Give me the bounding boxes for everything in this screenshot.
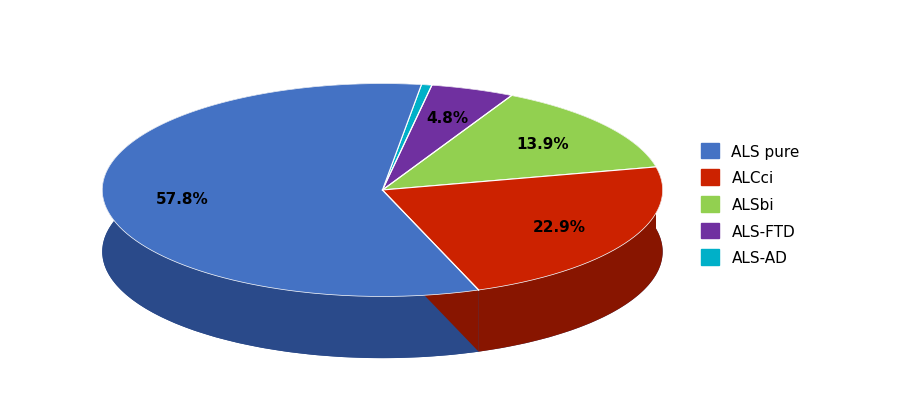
Ellipse shape	[102, 146, 662, 358]
Polygon shape	[383, 86, 432, 252]
Polygon shape	[383, 168, 662, 290]
Polygon shape	[383, 168, 656, 252]
Text: 13.9%: 13.9%	[516, 137, 568, 151]
Polygon shape	[383, 85, 432, 191]
Polygon shape	[383, 191, 479, 352]
Polygon shape	[432, 86, 511, 158]
Polygon shape	[383, 85, 422, 252]
Text: 22.9%: 22.9%	[533, 220, 586, 235]
Polygon shape	[102, 84, 479, 297]
Polygon shape	[383, 86, 511, 191]
Polygon shape	[383, 96, 511, 252]
Polygon shape	[422, 85, 432, 148]
Polygon shape	[383, 191, 479, 352]
Polygon shape	[383, 86, 432, 252]
Text: 57.8%: 57.8%	[156, 191, 208, 206]
Polygon shape	[383, 96, 511, 252]
Polygon shape	[383, 85, 422, 252]
Polygon shape	[102, 84, 479, 358]
Text: 4.8%: 4.8%	[426, 111, 469, 126]
Polygon shape	[511, 96, 656, 229]
Legend: ALS pure, ALCci, ALSbi, ALS-FTD, ALS-AD: ALS pure, ALCci, ALSbi, ALS-FTD, ALS-AD	[693, 136, 807, 273]
Polygon shape	[383, 96, 656, 191]
Polygon shape	[479, 168, 662, 352]
Polygon shape	[383, 168, 656, 252]
